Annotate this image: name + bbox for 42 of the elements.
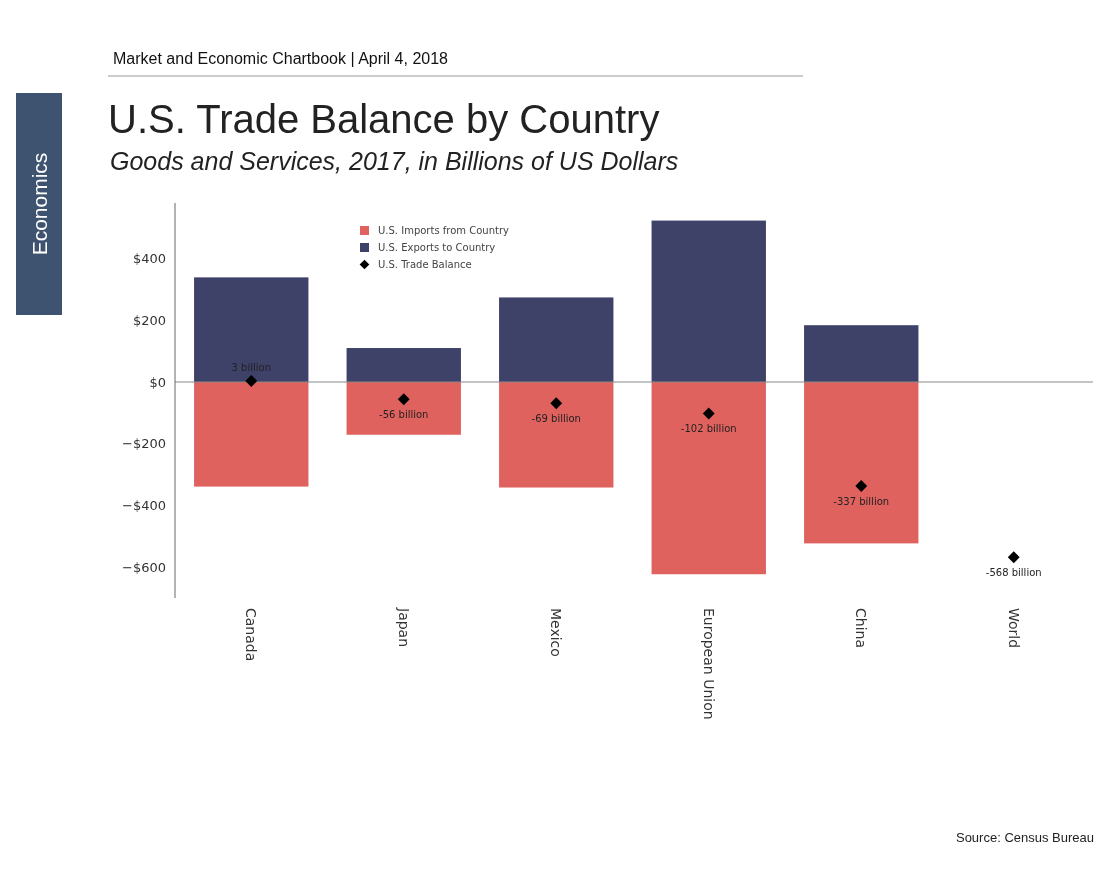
text: Economics — [28, 152, 51, 256]
bar — [346, 381, 461, 435]
x-tick-label: Canada — [243, 608, 260, 662]
bar — [804, 381, 919, 544]
data-label: 3 billion — [231, 362, 271, 374]
legend-label: U.S. Exports to Country — [378, 241, 496, 253]
bar — [194, 277, 309, 382]
x-tick-label: Japan — [395, 607, 412, 648]
point — [855, 480, 868, 492]
bar — [651, 220, 766, 382]
x-tick-label: China — [853, 608, 870, 648]
chart-title: U.S. Trade Balance by Country — [108, 97, 660, 141]
bar — [194, 381, 309, 487]
data-label: -56 billion — [379, 409, 429, 421]
point — [1007, 551, 1020, 564]
y-tick-label: $0 — [149, 374, 166, 390]
legend-label: U.S. Trade Balance — [378, 258, 472, 270]
y-tick-label: $400 — [132, 251, 166, 267]
data-label: -69 billion — [531, 413, 581, 425]
bar — [499, 297, 614, 382]
y-tick-label: $200 — [132, 312, 166, 328]
y-tick-label: −$600 — [122, 559, 166, 575]
point — [550, 397, 563, 410]
point — [245, 375, 258, 387]
point — [397, 393, 410, 406]
legend-label: U.S. Imports from Country — [378, 224, 510, 236]
data-label: -568 billion — [985, 567, 1042, 579]
chart-subtitle: Goods and Services, 2017, in Billions of US Dollars — [110, 147, 679, 175]
data-label: -337 billion — [833, 495, 890, 507]
y-tick-label: −$200 — [122, 436, 166, 452]
y-tick-label: −$400 — [122, 497, 166, 513]
source-note: Source: Census Bureau — [955, 830, 1094, 845]
x-tick-label: World — [1005, 608, 1022, 649]
text: Market and Economic Chartbook | April 4, 2018 — [113, 50, 449, 67]
x-tick-label: European Union — [700, 608, 717, 720]
bar — [804, 325, 919, 382]
x-tick-label: Mexico — [548, 608, 565, 657]
point — [702, 407, 715, 420]
bar — [499, 381, 614, 488]
bar — [346, 348, 461, 382]
data-label: -102 billion — [680, 423, 737, 435]
bar — [651, 381, 766, 575]
